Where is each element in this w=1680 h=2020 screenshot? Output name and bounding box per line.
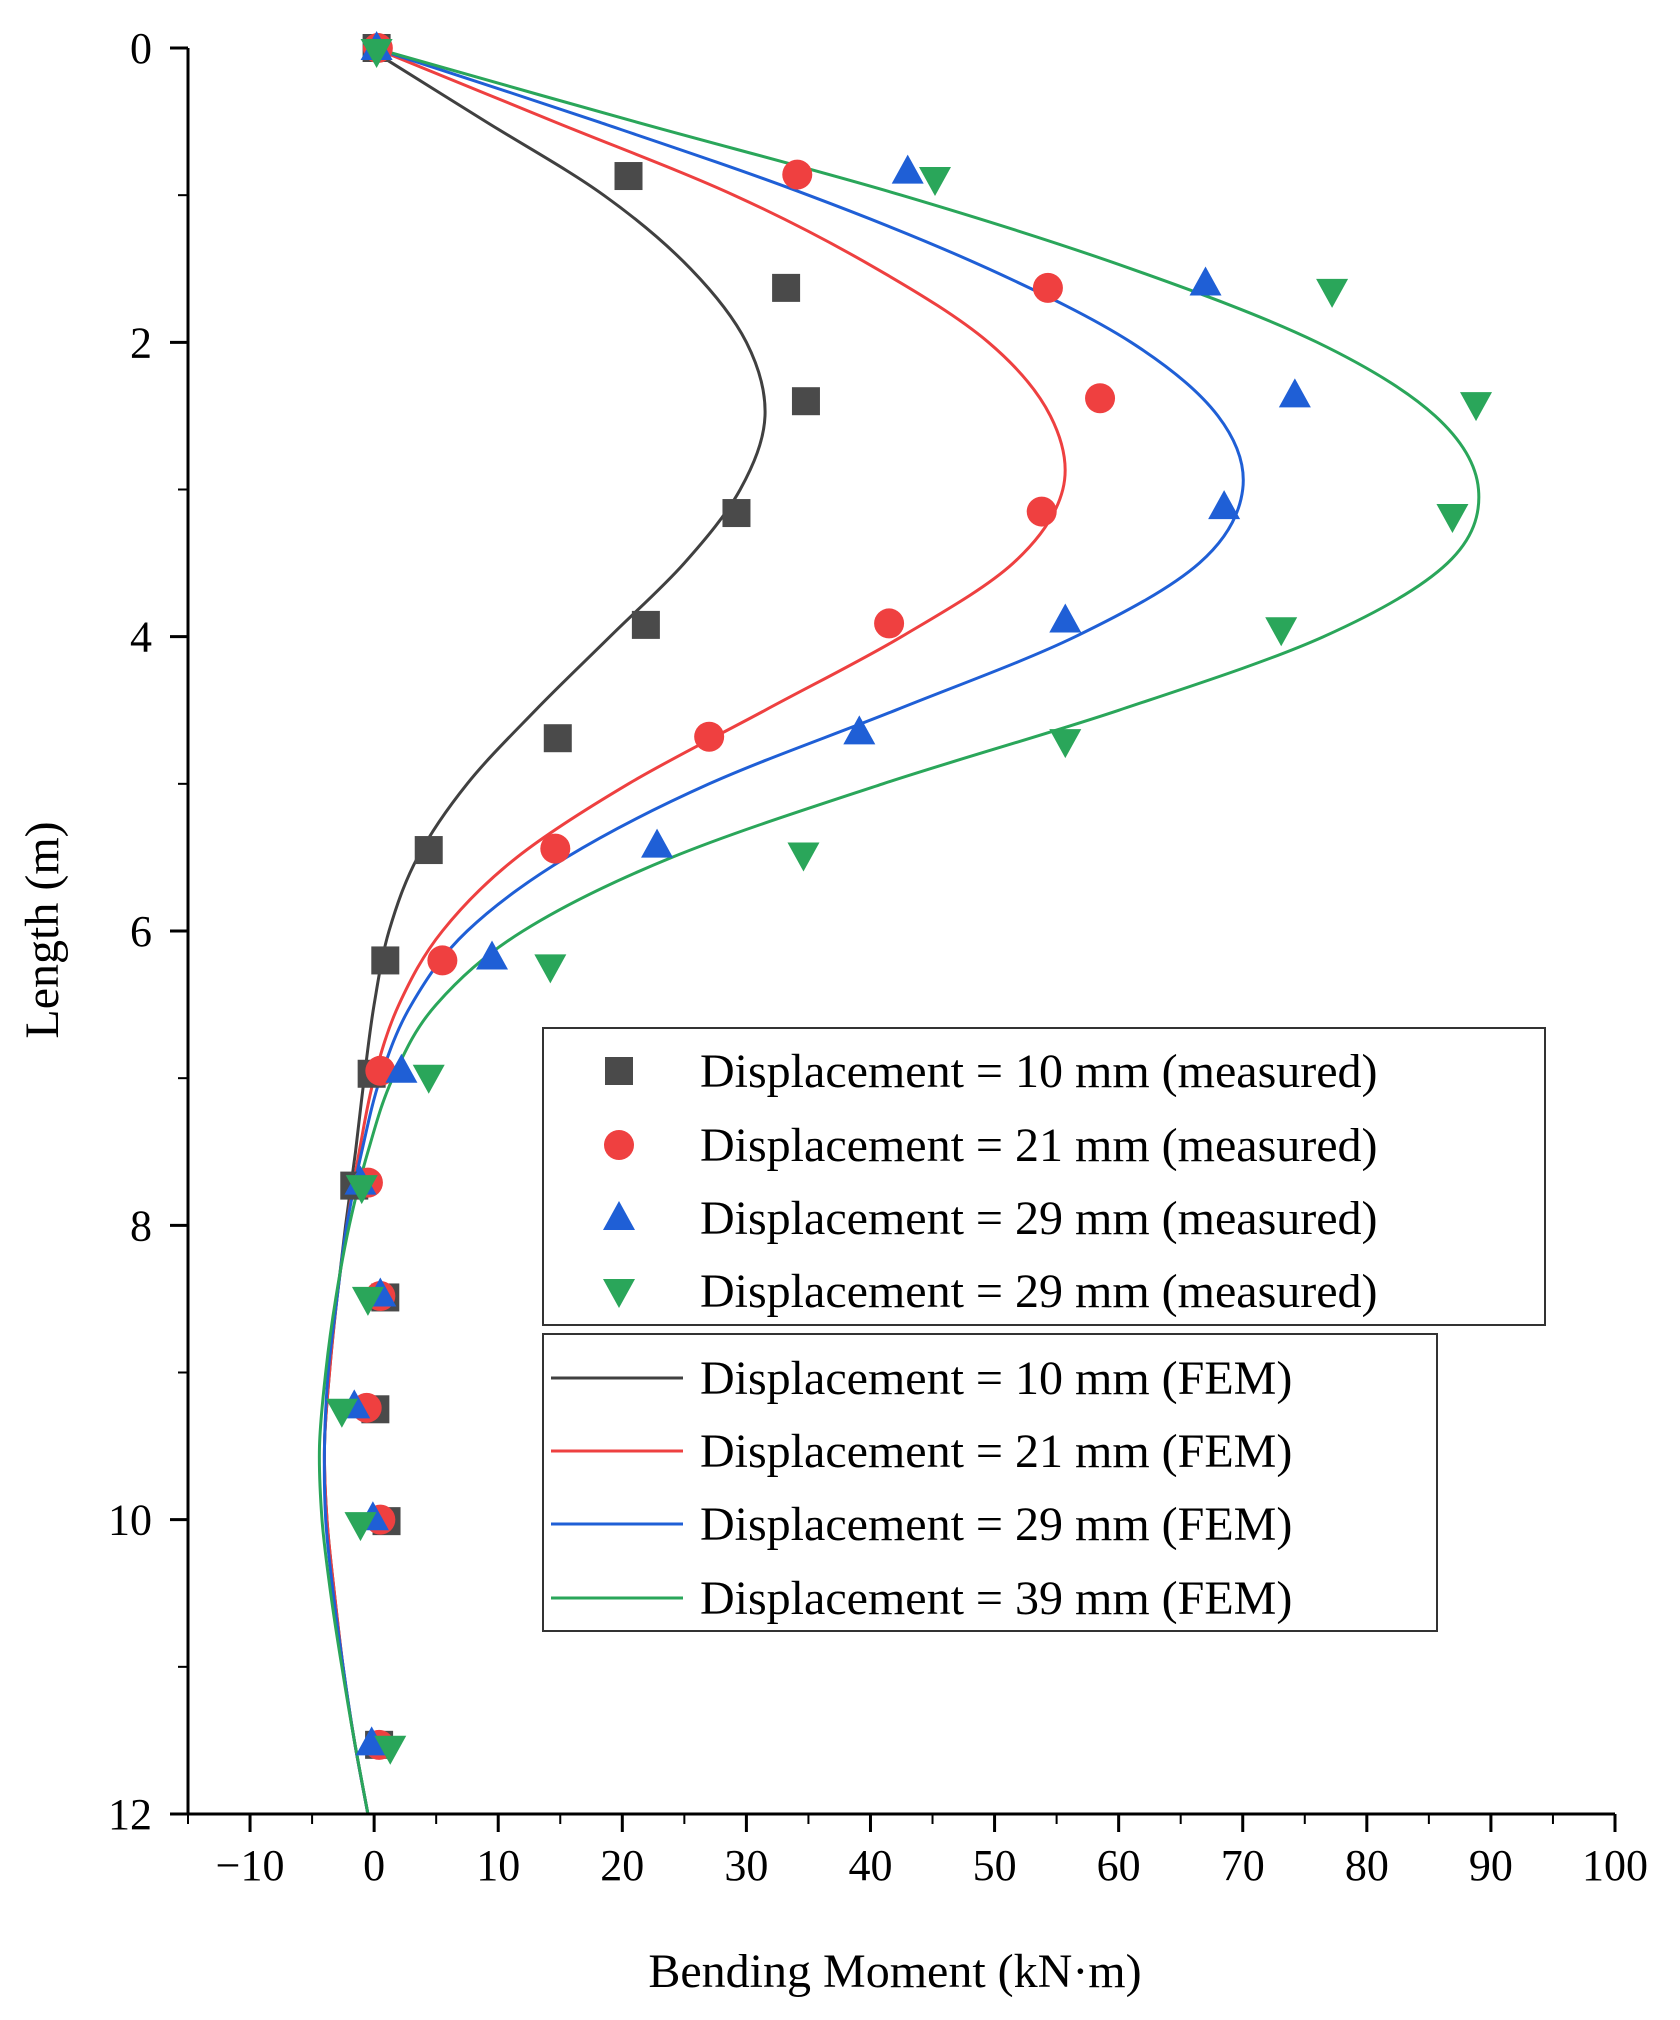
measured-point-s4-12 <box>351 1286 384 1316</box>
x-tick-label: 0 <box>363 1841 385 1890</box>
measured-point-s1-2 <box>614 162 643 191</box>
measured-point-s2-7 <box>694 721 725 752</box>
x-tick-label: 40 <box>848 1841 892 1890</box>
measured-point-s1-5 <box>722 499 751 528</box>
legend-box-fem <box>542 1333 1438 1632</box>
measured-markers <box>325 31 1493 1765</box>
fem-curves <box>317 46 1481 1815</box>
measured-point-s1-8 <box>414 836 443 865</box>
legend-label-fem-4: Displacement = 39 mm (FEM) <box>700 1572 1292 1625</box>
x-axis-title: Bending Moment (kN·m) <box>648 1945 1141 1998</box>
measured-point-s1-4 <box>791 387 820 416</box>
x-tick-label: 20 <box>600 1841 644 1890</box>
measured-point-s3-6 <box>1049 603 1082 633</box>
legend-label-measured-4: Displacement = 29 mm (measured) <box>700 1265 1378 1318</box>
measured-point-s2-2 <box>782 159 813 190</box>
measured-point-s3-15 <box>355 1726 388 1756</box>
measured-point-s1-3 <box>772 273 801 302</box>
measured-point-s2-6 <box>874 608 905 639</box>
measured-point-s3-4 <box>1278 378 1311 408</box>
legend-label-measured-2: Displacement = 21 mm (measured) <box>700 1119 1378 1172</box>
x-tick-label: 30 <box>724 1841 768 1890</box>
x-tick-label: 10 <box>476 1841 520 1890</box>
measured-point-s4-9 <box>534 954 567 984</box>
legend-label-measured-1: Displacement = 10 mm (measured) <box>700 1045 1378 1098</box>
measured-point-s2-9 <box>427 945 458 976</box>
measured-point-s3-5 <box>1208 490 1241 520</box>
measured-point-s4-10 <box>412 1064 445 1094</box>
x-tick-label: 50 <box>973 1841 1017 1890</box>
measured-point-s3-2 <box>891 154 924 184</box>
legend-label-measured-3: Displacement = 29 mm (measured) <box>700 1192 1378 1245</box>
measured-point-s4-15 <box>374 1735 407 1765</box>
measured-point-s1-6 <box>631 610 660 639</box>
measured-point-s3-3 <box>1189 266 1222 296</box>
measured-point-s2-3 <box>1032 272 1063 303</box>
y-tick-label: 2 <box>130 318 152 367</box>
x-tick-label: 70 <box>1221 1841 1265 1890</box>
x-tick-label: 60 <box>1097 1841 1141 1890</box>
y-tick-label: 4 <box>130 613 152 662</box>
measured-point-s2-10 <box>365 1055 396 1086</box>
legend-box-measured <box>542 1027 1546 1326</box>
legend-marker-1 <box>605 1057 633 1085</box>
measured-point-s3-8 <box>641 828 674 858</box>
legend-marker-3 <box>603 1201 635 1230</box>
measured-point-s3-10 <box>385 1053 418 1083</box>
x-tick-label: 90 <box>1469 1841 1513 1890</box>
measured-point-s2-5 <box>1026 496 1057 527</box>
measured-point-s3-7 <box>843 715 876 745</box>
measured-point-s4-6 <box>1265 617 1298 647</box>
y-tick-label: 10 <box>108 1496 152 1545</box>
y-axis-title: Length (m) <box>16 821 69 1038</box>
fem-line-3 <box>322 46 1245 1815</box>
fem-line-4 <box>317 46 1481 1815</box>
y-tick-label: 12 <box>108 1790 152 1839</box>
measured-point-s2-4 <box>1085 383 1116 414</box>
measured-point-s4-3 <box>1316 278 1349 308</box>
legend-label-fem-3: Displacement = 29 mm (FEM) <box>700 1498 1292 1551</box>
measured-point-s4-11 <box>345 1175 378 1205</box>
measured-point-s4-1 <box>360 38 393 68</box>
legend: Displacement = 10 mm (measured) Displacem… <box>542 1027 1546 1632</box>
measured-point-s4-4 <box>1460 392 1493 422</box>
measured-point-s4-2 <box>919 166 952 196</box>
measured-point-s4-7 <box>1049 729 1082 759</box>
measured-point-s4-5 <box>1436 503 1469 533</box>
y-tick-label: 0 <box>130 24 152 73</box>
measured-point-s3-9 <box>476 940 509 970</box>
axis-ticks: −10 0 10 20 30 40 50 60 70 80 90 100 0 2 4 6 8 10 12 <box>108 24 1648 1890</box>
legend-marker-4 <box>603 1279 635 1308</box>
y-tick-label: 8 <box>130 1201 152 1250</box>
measured-point-s2-8 <box>540 833 571 864</box>
measured-point-s1-7 <box>543 724 572 753</box>
measured-point-s4-13 <box>325 1398 358 1428</box>
measured-point-s4-14 <box>344 1512 377 1542</box>
legend-label-fem-2: Displacement = 21 mm (FEM) <box>700 1425 1292 1478</box>
legend-label-fem-1: Displacement = 10 mm (FEM) <box>700 1352 1292 1405</box>
x-tick-label: −10 <box>216 1841 285 1890</box>
x-tick-label: 80 <box>1345 1841 1389 1890</box>
x-tick-label: 100 <box>1582 1841 1648 1890</box>
y-tick-label: 6 <box>130 907 152 956</box>
legend-marker-2 <box>604 1130 634 1160</box>
measured-point-s4-8 <box>787 842 820 872</box>
measured-point-s1-9 <box>371 946 400 975</box>
